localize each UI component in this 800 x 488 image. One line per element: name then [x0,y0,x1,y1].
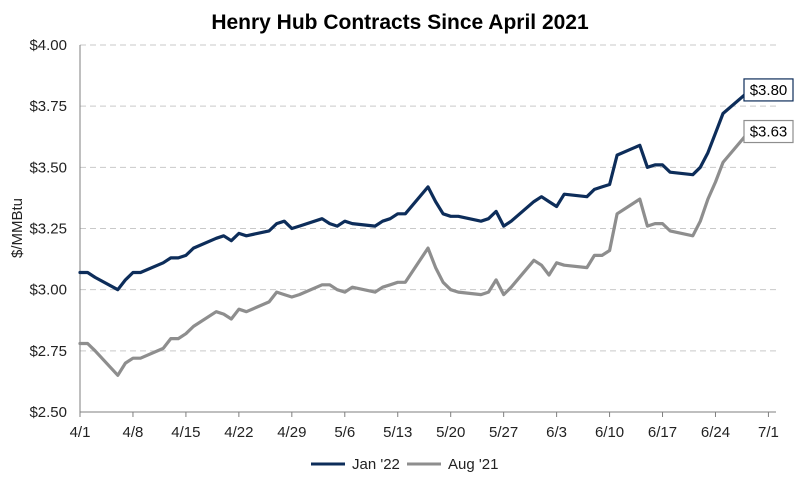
series-line-aug-21 [78,133,748,377]
x-tick-labels: 4/1 4/8 4/15 4/22 4/29 5/6 5/13 5/20 5/27 6/3 6/10… [70,424,779,441]
x-tick-label: 6/10 [595,424,624,441]
y-tick-label: $3.25 [29,221,67,238]
end-label-box-jan-22 [743,78,794,102]
legend-label-jan-22: Jan '22 [352,456,400,473]
x-tick-label: 6/3 [546,424,567,441]
y-tick-label: $2.75 [29,343,67,360]
x-tick-label: 6/24 [701,424,730,441]
y-tick-labels: $2.50 $2.75 $3.00 $3.25 $3.50 $3.75 $4.00 [29,37,67,421]
x-tick-label: 5/20 [436,424,465,441]
y-tick-label: $4.00 [29,37,67,54]
gridlines [80,44,776,352]
x-tick-label: 4/1 [70,424,91,441]
y-tick-label: $3.75 [29,98,67,115]
y-tick-label: $2.50 [29,404,67,421]
end-labels: $3.80 $3.63 [743,78,794,144]
series-lines [78,92,748,377]
x-tick-label: 5/27 [489,424,518,441]
x-tick-label: 7/1 [758,424,779,441]
x-tick-label: 6/17 [648,424,677,441]
x-tick-label: 4/22 [224,424,253,441]
x-tick-label: 4/8 [123,424,144,441]
y-tick-label: $3.00 [29,282,67,299]
y-tick-label: $3.50 [29,159,67,176]
y-axis-label: $/MMBtu [9,198,26,258]
end-label-jan-22: $3.80 [750,82,788,99]
x-tick-label: 5/13 [383,424,412,441]
axes [79,45,776,417]
end-label-box-aug-21 [743,119,794,144]
end-label-aug-21: $3.63 [750,124,788,141]
x-tick-label: 4/29 [277,424,306,441]
series-line-jan-22 [78,92,748,292]
x-tick-label: 5/6 [334,424,355,441]
legend: Jan '22 Aug '21 [311,456,498,473]
chart-title: Henry Hub Contracts Since April 2021 [211,11,589,34]
legend-label-aug-21: Aug '21 [448,456,498,473]
x-tick-label: 4/15 [171,424,200,441]
